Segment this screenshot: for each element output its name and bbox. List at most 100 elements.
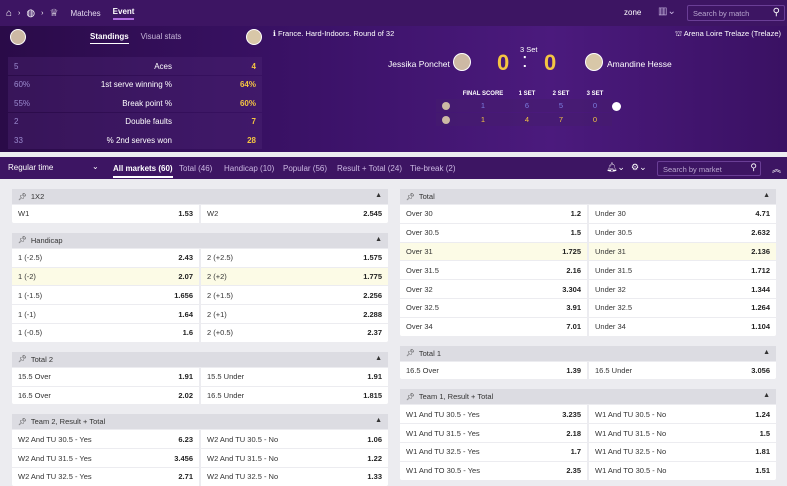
- odds-cell[interactable]: Over 31 1.725: [400, 243, 587, 261]
- odds-cell[interactable]: 1 (-1) 1.64: [12, 305, 199, 323]
- odds-cell[interactable]: 1 (-2) 2.07: [12, 268, 199, 286]
- caret-up-icon[interactable]: ▲: [763, 348, 770, 356]
- period-select[interactable]: Regular time: [8, 163, 54, 172]
- outcome-label: W1 And TU 31.5 - No: [595, 428, 667, 438]
- odds-cell[interactable]: W2 And TU 32.5 - Yes 2.71: [12, 468, 199, 486]
- pin-icon[interactable]: 📌︎: [18, 356, 27, 364]
- outcome-label: W2 And TU 30.5 - No: [207, 434, 279, 444]
- odds-cell[interactable]: Under 31.5 1.712: [587, 261, 776, 280]
- pin-icon[interactable]: 📌︎: [406, 350, 415, 358]
- odds-cell[interactable]: W1 And TU 32.5 - Yes 1.7: [400, 443, 587, 461]
- tab-total[interactable]: Total (46): [179, 164, 213, 173]
- odds-cell[interactable]: 2 (+2) 1.775: [199, 267, 388, 286]
- odds-cell[interactable]: W2 And TU 31.5 - No 1.22: [199, 449, 388, 467]
- odds-cell[interactable]: 2 (+2.5) 1.575: [199, 248, 388, 267]
- market-search-input[interactable]: Search by market ⚲: [657, 161, 761, 176]
- odds-cell[interactable]: W1 And TO 30.5 - Yes 2.35: [400, 462, 587, 480]
- odds-cell[interactable]: Under 31 2.136: [587, 242, 776, 261]
- market-header[interactable]: 📌︎ Team 2, Result + Total ▲: [12, 414, 388, 430]
- odds-cell[interactable]: 2 (+1) 2.288: [199, 305, 388, 323]
- player2-mini-avatar: [442, 115, 450, 124]
- tab-visual-stats[interactable]: Visual stats: [140, 32, 182, 41]
- odds-cell[interactable]: W2 And TU 30.5 - Yes 6.23: [12, 430, 199, 448]
- bell-icon[interactable]: 🔔︎⌄: [606, 162, 625, 172]
- odds-cell[interactable]: 1 (-1.5) 1.656: [12, 286, 199, 304]
- odds-cell[interactable]: Over 31.5 2.16: [400, 261, 587, 279]
- tennis-ball-icon[interactable]: ◍: [26, 7, 36, 19]
- odds-cell[interactable]: 16.5 Over 2.02: [12, 387, 199, 405]
- odds-cell[interactable]: Over 30.5 1.5: [400, 224, 587, 242]
- odds-cell[interactable]: W1 And TU 32.5 - No 1.81: [587, 442, 776, 461]
- zone-link[interactable]: zone: [624, 8, 642, 17]
- odds-cell[interactable]: W1 And TU 31.5 - Yes 2.18: [400, 424, 587, 442]
- odds-cell[interactable]: W2 And TU 30.5 - No 1.06: [199, 430, 388, 449]
- odds-cell[interactable]: W1 And TU 30.5 - Yes 3.235: [400, 405, 587, 423]
- odds-cell[interactable]: Under 34 1.104: [587, 317, 776, 336]
- odds-cell[interactable]: Under 32.5 1.264: [587, 298, 776, 317]
- market-header[interactable]: 📌︎ Total 1 ▲: [400, 345, 776, 361]
- odds-cell[interactable]: 15.5 Under 1.91: [199, 367, 388, 386]
- pin-icon[interactable]: 📌︎: [406, 393, 415, 401]
- odds-cell[interactable]: Over 34 7.01: [400, 318, 587, 336]
- trophy-icon[interactable]: ♕: [49, 7, 59, 19]
- odds-cell[interactable]: W2 And TU 32.5 - No 1.33: [199, 467, 388, 486]
- odds-cell[interactable]: 1 (-2.5) 2.43: [12, 249, 199, 267]
- odds-cell[interactable]: 15.5 Over 1.91: [12, 368, 199, 386]
- odds-row: 1 (-1.5) 1.656 2 (+1.5) 2.256: [12, 285, 388, 305]
- market-header[interactable]: 📌︎ Total 2 ▲: [12, 351, 388, 367]
- odds-cell[interactable]: 2 (+0.5) 2.37: [199, 323, 388, 342]
- caret-up-icon[interactable]: ▲: [375, 354, 382, 362]
- odds-cell[interactable]: 16.5 Under 3.056: [587, 361, 776, 380]
- tab-handicap[interactable]: Handicap (10): [224, 164, 275, 173]
- odds-cell[interactable]: W1 And TO 30.5 - No 1.51: [587, 461, 776, 480]
- odds-cell[interactable]: Over 30 1.2: [400, 205, 587, 223]
- odds-cell[interactable]: 1 (-0.5) 1.6: [12, 324, 199, 342]
- chevron-down-icon[interactable]: ⌄: [92, 162, 99, 171]
- odds-cell[interactable]: W1 1.53: [12, 205, 199, 223]
- odds-row: Over 34 7.01 Under 34 1.104: [400, 316, 776, 336]
- odds-cell[interactable]: W1 And TU 30.5 - No 1.24: [587, 405, 776, 424]
- odds-value: 4.71: [755, 209, 770, 219]
- odds-cell[interactable]: Under 30.5 2.632: [587, 223, 776, 242]
- tab-standings[interactable]: Standings: [90, 32, 129, 44]
- nav-matches[interactable]: Matches: [70, 8, 101, 18]
- pin-icon[interactable]: 📌︎: [18, 418, 27, 426]
- market-header[interactable]: 📌︎ Handicap ▲: [12, 232, 388, 248]
- market-header[interactable]: 📌︎ Total ▲: [400, 189, 776, 204]
- tab-popular[interactable]: Popular (56): [283, 164, 328, 173]
- odds-row: W1 And TU 31.5 - Yes 2.18 W1 And TU 31.5 -…: [400, 423, 776, 442]
- odds-cell[interactable]: W2 And TU 31.5 - Yes 3.456: [12, 449, 199, 467]
- odds-cell[interactable]: Over 32 3.304: [400, 280, 587, 298]
- market-header[interactable]: 📌︎ 1X2 ▲: [12, 189, 388, 204]
- collapse-icon[interactable]: ︽: [772, 164, 782, 174]
- odds-cell[interactable]: 16.5 Under 1.815: [199, 386, 388, 405]
- pin-icon[interactable]: 📌︎: [406, 193, 415, 201]
- caret-up-icon[interactable]: ▲: [375, 417, 382, 425]
- tab-all-markets[interactable]: All markets (60): [113, 164, 173, 178]
- caret-up-icon[interactable]: ▲: [763, 392, 770, 400]
- caret-up-icon[interactable]: ▲: [375, 235, 382, 243]
- odds-cell[interactable]: Under 30 4.71: [587, 205, 776, 223]
- caret-up-icon[interactable]: ▲: [763, 192, 770, 199]
- outcome-label: Under 30: [595, 209, 626, 219]
- odds-cell[interactable]: W1 And TU 31.5 - No 1.5: [587, 424, 776, 442]
- odds-value: 1.39: [566, 365, 581, 375]
- chart-icon[interactable]: ▥⌄: [658, 6, 676, 17]
- pin-icon[interactable]: 📌︎: [18, 193, 27, 201]
- market-header[interactable]: 📌︎ Team 1, Result + Total ▲: [400, 389, 776, 405]
- tab-result-total[interactable]: Result + Total (24): [337, 164, 402, 173]
- caret-up-icon[interactable]: ▲: [375, 192, 382, 199]
- odds-cell[interactable]: Under 32 1.344: [587, 280, 776, 298]
- odds-cell[interactable]: Over 32.5 3.91: [400, 299, 587, 317]
- odds-cell[interactable]: W2 2.545: [199, 205, 388, 223]
- odds-cell[interactable]: 2 (+1.5) 2.256: [199, 286, 388, 305]
- nav-event[interactable]: Event: [112, 7, 135, 20]
- pin-icon[interactable]: 📌︎: [18, 237, 27, 245]
- odds-cell[interactable]: 16.5 Over 1.39: [400, 362, 587, 380]
- odds-row: 1 (-2.5) 2.43 2 (+2.5) 1.575: [12, 247, 388, 267]
- home-icon[interactable]: ⌂: [6, 7, 13, 19]
- match-search-input[interactable]: Search by match ⚲: [687, 5, 785, 21]
- tab-tie-break[interactable]: Tie-break (2): [410, 164, 456, 173]
- gear-icon[interactable]: ⚙⌄: [631, 162, 647, 172]
